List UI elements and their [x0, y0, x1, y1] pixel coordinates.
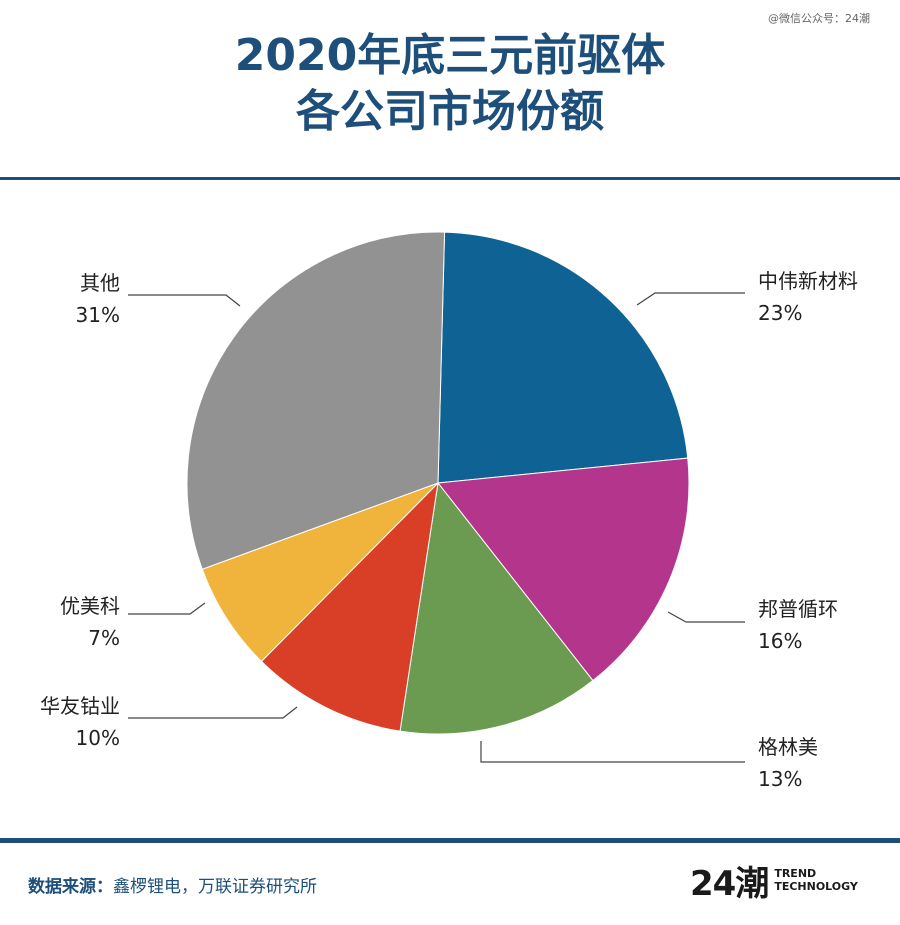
leader-line: [128, 602, 206, 615]
slice-value-label: 13%: [758, 767, 802, 791]
slice-label: 华友钴业: [40, 694, 120, 718]
slice-label: 邦普循环: [758, 597, 838, 621]
data-source-text: 鑫椤锂电，万联证券研究所: [113, 877, 317, 897]
pie-slice: [260, 481, 439, 732]
top-divider: [0, 177, 900, 180]
slice-value-label: 31%: [76, 303, 120, 327]
slice-value-label: 7%: [88, 626, 120, 650]
slice-label: 优美科: [60, 594, 120, 618]
logo-text-line1: TREND: [774, 867, 817, 880]
brand-logo: 24潮 TREND TECHNOLOGY: [690, 858, 858, 904]
leader-line: [667, 611, 745, 623]
slice-value-label: 23%: [758, 301, 802, 325]
logo-mark: 24潮: [690, 863, 769, 904]
watermark: @微信公众号：24潮: [768, 12, 870, 25]
slice-value-label: 10%: [76, 726, 120, 750]
logo-text-line2: TECHNOLOGY: [774, 880, 858, 893]
pie-slice: [201, 482, 439, 663]
slice-label: 其他: [80, 271, 120, 295]
slice-value-label: 16%: [758, 629, 802, 653]
leader-line: [480, 741, 745, 763]
data-source-label: 数据来源：: [28, 877, 113, 897]
chart-title: 2020年底三元前驱体 各公司市场份额: [0, 28, 900, 140]
logo-text: TREND TECHNOLOGY: [774, 867, 858, 893]
slice-label: 中伟新材料: [758, 269, 858, 293]
pie-slice: [399, 481, 594, 735]
pie-slice: [437, 457, 690, 682]
pie-slice: [186, 231, 446, 570]
data-source: 数据来源：鑫椤锂电，万联证券研究所: [28, 872, 317, 897]
slice-label: 格林美: [758, 735, 818, 759]
leader-line: [636, 292, 745, 306]
leader-line: [128, 706, 298, 719]
leader-line: [128, 294, 241, 307]
pie-slice: [437, 231, 689, 484]
title-line-1: 2020年底三元前驱体: [234, 30, 666, 81]
bottom-divider: [0, 838, 900, 843]
title-line-2: 各公司市场份额: [296, 86, 604, 137]
